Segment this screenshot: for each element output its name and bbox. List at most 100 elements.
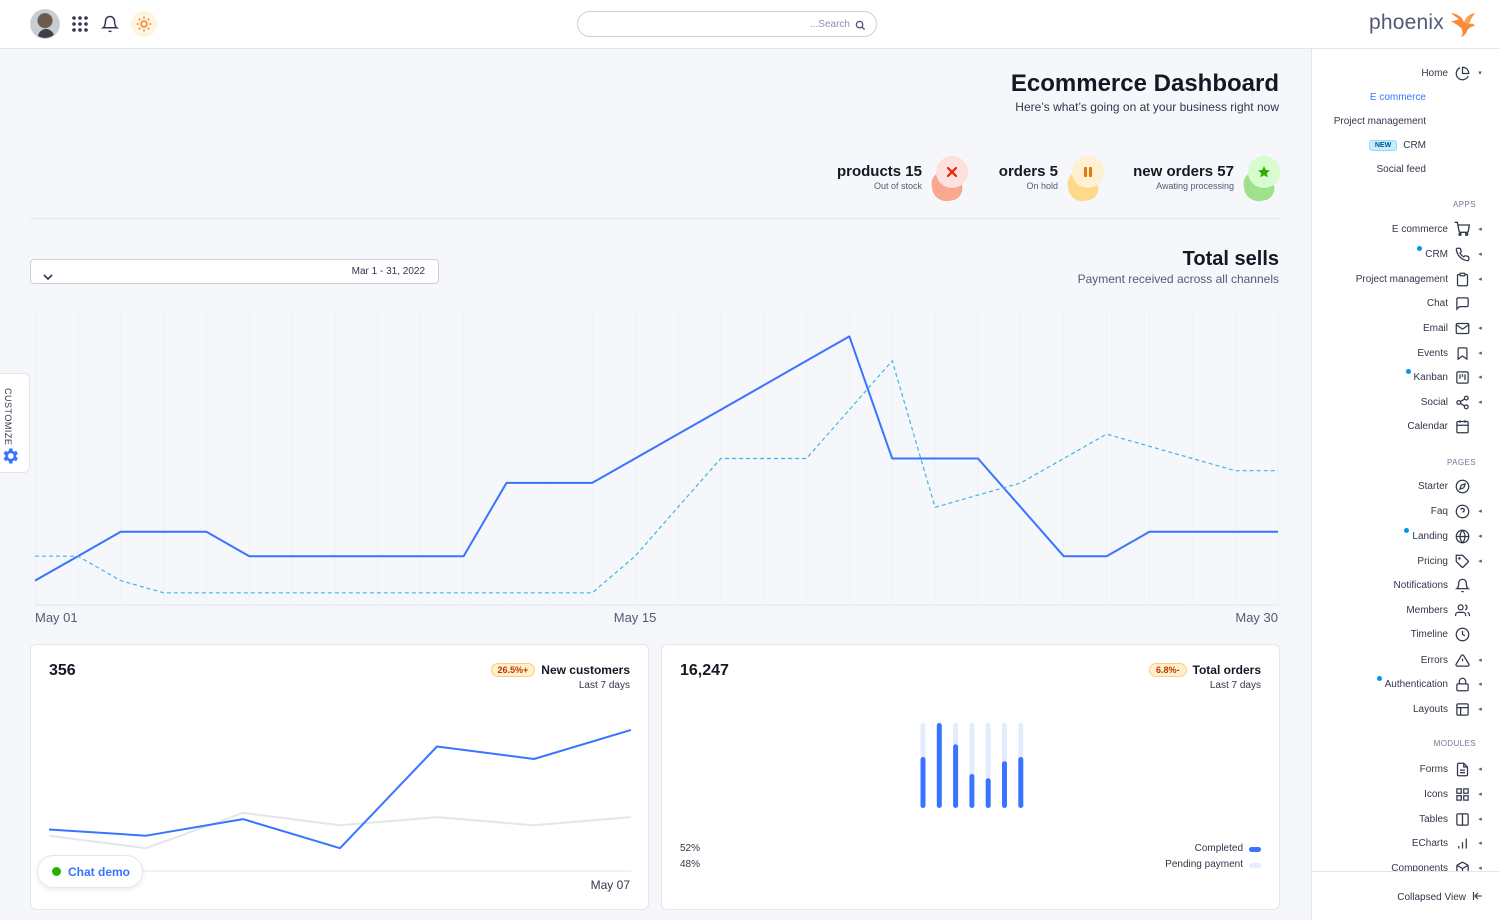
avatar[interactable] [30,9,60,39]
sidebar-item-starter[interactable]: Starter [1418,476,1484,496]
growth-badge: 26.5%+ [490,663,536,677]
bar-chart-icon [1454,835,1470,851]
stat-out-of-stock: products 15 Out of stock [800,156,980,203]
sidebar-item-label: CRM [1403,139,1426,151]
search-input[interactable] [592,15,850,33]
sidebar-item-calendar[interactable]: Calendar [1407,416,1484,436]
sidebar-item-layouts[interactable]: Layouts ◂ [1413,699,1484,719]
sidebar-item-timeline[interactable]: Timeline [1411,624,1484,644]
caret-left-icon: ◂ [1478,766,1482,773]
stat-title: orders 5 [998,163,1058,180]
bell-icon[interactable] [98,12,122,36]
caret-left-icon: ◂ [1478,558,1482,565]
sidebar-item-label: Email [1422,322,1448,334]
new-customers-chart [48,728,632,872]
caret-left-icon: ◂ [1478,226,1482,233]
sidebar-item-members[interactable]: Members [1406,600,1484,620]
sidebar-item-landing[interactable]: Landing ◂ [1404,526,1484,546]
brand-logo[interactable]: phoenix [1369,8,1478,38]
stat-new-orders: new orders 57 Awating processing [1100,156,1292,203]
pause-icon [1072,156,1104,188]
caret-left-icon: ◂ [1478,276,1482,283]
pending-percent: 48% [680,859,701,870]
sidebar-item-label: Members [1406,604,1448,616]
sidebar-item-email[interactable]: Email ◂ [1423,318,1484,338]
sidebar-item-pricing[interactable]: Pricing ◂ [1417,551,1484,571]
orders-period: Last 7 days [1209,680,1261,691]
sidebar-item-home[interactable]: Home ▾ [1421,63,1484,83]
new-indicator-dot [1405,368,1411,374]
sidebar-item-project-management-home[interactable]: Project management [1334,111,1426,131]
sidebar-item-social-feed[interactable]: Social feed [1377,159,1426,179]
sidebar-item-label: Tables [1419,813,1448,825]
stat-on-hold: orders 5 On hold [960,156,1116,203]
x-tick-label: May 01 [35,610,78,625]
gear-icon [0,446,20,471]
sidebar-item-notifications[interactable]: Notifications [1394,575,1484,595]
sidebar-item-icons[interactable]: Icons ◂ [1424,784,1484,804]
chat-demo-button[interactable]: Chat demo [37,855,143,888]
caret-left-icon: ◂ [1478,865,1482,872]
caret-left-icon: ◂ [1478,508,1482,515]
bookmark-icon [1454,345,1470,361]
caret-left-icon: ◂ [1478,374,1482,381]
date-range-select[interactable]: Mar 1 - 31, 2022 [30,259,439,284]
caret-left-icon: ◂ [1478,816,1482,823]
caret-left-icon: ◂ [1478,791,1482,798]
brand-name: phoenix [1369,11,1444,34]
sidebar-item-social[interactable]: Social ◂ [1421,392,1484,412]
lock-icon [1454,676,1470,692]
sidebar-footer: Collapsed View [1312,871,1500,920]
legend-swatch-completed [1249,847,1261,852]
page-title: Ecommerce Dashboard [1010,70,1279,97]
sidebar-item-kanban[interactable]: Kanban ◂ [1405,367,1484,387]
bell-icon [1454,577,1470,593]
share-icon [1454,394,1470,410]
caret-left-icon: ◂ [1478,251,1482,258]
theme-toggle-sun-icon[interactable] [131,11,157,37]
calendar-icon [1454,418,1470,434]
new-badge: NEW [1368,139,1398,151]
caret-left-icon: ◂ [1478,533,1482,540]
sidebar-item-label: Forms [1419,763,1448,775]
bar-completed [953,744,959,808]
bar-completed [985,778,991,808]
sidebar-item-label: Project management [1355,273,1448,285]
customize-tab[interactable]: CUSTOMIZE [0,373,30,473]
search-icon[interactable] [855,18,866,36]
decline-badge: 6.8%- [1149,663,1187,677]
sidebar-item-tables[interactable]: Tables ◂ [1419,809,1484,829]
grid-icon [1454,786,1470,802]
chat-icon [1454,295,1470,311]
users-icon [1454,602,1470,618]
sidebar-item-events[interactable]: Events ◂ [1417,343,1484,363]
sidebar-item-label: Faq [1430,505,1448,517]
sidebar-item-crm[interactable]: CRM ◂ [1417,244,1484,264]
sidebar-item-label: Components [1391,862,1448,874]
sidebar-item-faq[interactable]: Faq ◂ [1431,501,1484,521]
orders-title-text: Total orders [1192,663,1261,677]
sidebar-item-chat[interactable]: Chat [1427,293,1484,313]
sidebar-item-ecommerce[interactable]: E commerce ◂ [1392,219,1484,239]
sidebar-item-errors[interactable]: Errors ◂ [1421,650,1484,670]
caret-left-icon: ◂ [1478,657,1482,664]
sidebar-item-label: Notifications [1393,579,1448,591]
sidebar-item-forms[interactable]: Forms ◂ [1420,759,1484,779]
sidebar-item-ecommerce-home[interactable]: E commerce [1370,87,1426,107]
sidebar-item-crm-home[interactable]: NEW CRM [1368,135,1426,155]
sidebar-item-echarts[interactable]: ECharts ◂ [1412,833,1484,853]
series-line-1 [48,811,632,850]
file-icon [1454,761,1470,777]
caret-left-icon: ◂ [1478,399,1482,406]
completed-percent: 52% [680,843,701,854]
collapsed-view-button[interactable]: Collapsed View [1397,890,1484,905]
sidebar-item-project-management[interactable]: Project management ◂ [1356,269,1484,289]
apps-grid-icon[interactable] [68,12,92,36]
sidebar-item-authentication[interactable]: Authentication ◂ [1376,674,1484,694]
sidebar-item-label: Social feed [1376,163,1426,175]
sidebar-item-label: Landing [1412,530,1448,542]
customers-value: 356 [49,662,76,679]
caret-left-icon: ◂ [1478,681,1482,688]
caret-left-icon: ◂ [1478,350,1482,357]
sidebar-item-label: Calendar [1407,420,1448,432]
